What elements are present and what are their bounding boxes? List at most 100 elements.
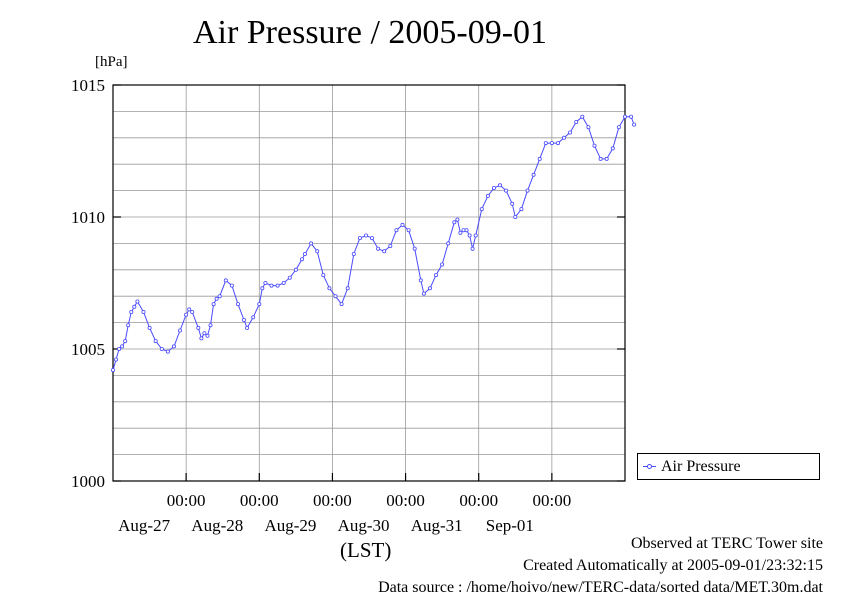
data-point — [187, 307, 192, 312]
x-tick-date-label: Aug-27 — [118, 516, 170, 535]
data-point — [382, 249, 387, 254]
data-point — [400, 222, 405, 227]
data-point — [235, 302, 240, 307]
data-point — [302, 251, 307, 256]
x-tick-date-label: Sep-01 — [486, 516, 534, 535]
data-point — [123, 339, 128, 344]
data-point — [147, 325, 152, 330]
x-tick-date-label: Aug-28 — [191, 516, 243, 535]
data-point — [427, 286, 432, 291]
created-timestamp: Created Automatically at 2005-09-01/23:3… — [523, 557, 823, 574]
x-tick-date-label: Aug-30 — [338, 516, 390, 535]
data-point — [513, 214, 518, 219]
data-point — [418, 278, 423, 283]
data-point — [199, 336, 204, 341]
data-point — [440, 262, 445, 267]
data-point — [580, 114, 585, 119]
data-point — [132, 304, 137, 309]
x-tick-date-label: Aug-29 — [264, 516, 316, 535]
data-point — [574, 120, 579, 125]
x-tick-time-label: 00:00 — [459, 491, 498, 510]
data-point — [211, 302, 216, 307]
data-point — [543, 141, 548, 146]
data-point — [473, 233, 478, 238]
y-tick-label: 1010 — [71, 208, 105, 227]
data-point — [491, 185, 496, 190]
data-point — [111, 368, 116, 373]
data-point — [141, 309, 146, 314]
x-tick-time-label: 00:00 — [240, 491, 279, 510]
data-point — [525, 188, 530, 193]
data-point — [257, 302, 262, 307]
legend-label: Air Pressure — [661, 458, 741, 475]
data-point — [260, 286, 265, 291]
data-point — [592, 143, 597, 148]
data-point — [217, 294, 222, 299]
data-source-path: Data source : /home/hoivo/new/TERC-data/… — [378, 579, 823, 596]
data-point — [263, 280, 268, 285]
data-point — [333, 294, 338, 299]
data-point — [421, 291, 426, 296]
data-point — [153, 339, 158, 344]
data-point — [351, 251, 356, 256]
data-point — [205, 333, 210, 338]
observation-site-note: Observed at TERC Tower site — [630, 535, 823, 552]
data-point — [214, 296, 219, 301]
data-point — [629, 114, 634, 119]
data-point — [467, 233, 472, 238]
data-point — [159, 346, 164, 351]
data-point — [598, 156, 603, 161]
data-point — [519, 207, 524, 212]
data-point — [556, 141, 561, 146]
data-point — [406, 228, 411, 233]
data-point — [485, 193, 490, 198]
data-point — [202, 331, 207, 336]
data-point — [470, 246, 475, 251]
data-point — [369, 236, 374, 241]
data-point — [309, 241, 314, 246]
data-point — [293, 267, 298, 272]
data-point — [315, 249, 320, 254]
x-tick-time-label: 00:00 — [532, 491, 571, 510]
data-point — [129, 309, 134, 314]
chart-title: Air Pressure / 2005-09-01 — [192, 14, 548, 51]
data-point — [632, 122, 637, 127]
data-point — [345, 286, 350, 291]
x-axis-label: (LST) — [340, 538, 392, 562]
data-point — [171, 344, 176, 349]
data-point — [452, 220, 457, 225]
x-tick-time-label: 00:00 — [386, 491, 425, 510]
data-point — [497, 183, 502, 188]
data-point — [394, 228, 399, 233]
data-point — [287, 275, 292, 280]
x-tick-time-label: 00:00 — [313, 491, 352, 510]
data-point — [126, 323, 131, 328]
data-point — [388, 243, 393, 248]
data-point — [568, 130, 573, 135]
data-point — [531, 172, 536, 177]
data-point — [184, 312, 189, 317]
data-point — [504, 188, 509, 193]
data-point — [165, 349, 170, 354]
data-point — [604, 156, 609, 161]
data-point — [135, 299, 140, 304]
data-point — [229, 283, 234, 288]
data-point — [549, 141, 554, 146]
x-tick-time-label: 00:00 — [167, 491, 206, 510]
legend: Air Pressure — [637, 453, 820, 480]
data-point — [433, 273, 438, 278]
x-tick-date-label: Aug-31 — [411, 516, 463, 535]
data-point — [241, 317, 246, 322]
data-point — [177, 328, 182, 333]
y-tick-label: 1015 — [71, 76, 105, 95]
data-point — [357, 236, 362, 241]
y-tick-label: 1005 — [71, 340, 105, 359]
y-axis-unit: [hPa] — [95, 54, 128, 70]
data-point — [376, 246, 381, 251]
legend-marker-swatch — [647, 464, 652, 469]
plot-frame — [112, 84, 626, 482]
data-point — [269, 283, 274, 288]
data-point — [223, 278, 228, 283]
data-point — [327, 286, 332, 291]
y-tick-label: 1000 — [71, 472, 105, 491]
